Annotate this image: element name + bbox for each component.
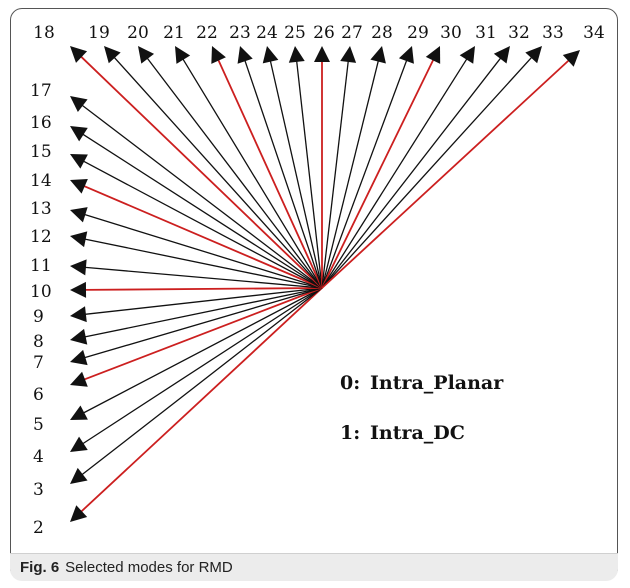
mode-arrow-34: [322, 59, 570, 288]
mode-label-31: 31: [475, 23, 497, 43]
mode-arrowhead-25: [289, 46, 305, 63]
mode-label-2: 2: [33, 518, 44, 538]
mode-arrows: [70, 46, 580, 522]
mode-label-5: 5: [33, 415, 44, 435]
mode-arrowhead-13: [70, 207, 88, 222]
mode-label-10: 10: [30, 282, 52, 302]
mode-label-28: 28: [371, 23, 393, 43]
mode-arrowhead-32: [494, 46, 510, 64]
mode-arrow-30: [322, 59, 434, 288]
mode-label-30: 30: [440, 23, 462, 43]
mode-arrowhead-8: [70, 329, 87, 345]
mode-label-14: 14: [30, 171, 52, 191]
mode-arrow-8: [84, 288, 322, 337]
mode-arrowhead-21: [175, 46, 190, 64]
mode-arrowhead-28: [370, 46, 386, 63]
legend-dc-name: Intra_DC: [370, 422, 465, 444]
mode-label-33: 33: [542, 23, 564, 43]
mode-arrow-25: [297, 60, 322, 288]
mode-arrow-17: [81, 104, 322, 288]
mode-label-25: 25: [284, 23, 306, 43]
mode-label-22: 22: [196, 23, 218, 43]
mode-label-19: 19: [88, 23, 110, 43]
mode-arrowhead-9: [70, 306, 87, 322]
mode-label-13: 13: [30, 199, 52, 219]
legend-dc-number: 1:: [340, 422, 360, 444]
mode-arrowhead-7: [70, 350, 88, 365]
mode-arrowhead-19: [104, 46, 121, 63]
mode-arrowhead-23: [238, 46, 253, 64]
mode-label-3: 3: [33, 480, 44, 500]
mode-arrowhead-31: [460, 46, 475, 64]
mode-label-21: 21: [163, 23, 185, 43]
mode-label-34: 34: [583, 23, 605, 43]
mode-label-7: 7: [33, 353, 44, 373]
mode-arrowhead-11: [70, 259, 87, 275]
mode-label-24: 24: [256, 23, 278, 43]
mode-arrowhead-26: [314, 46, 330, 62]
legend-planar-number: 0:: [340, 372, 360, 394]
mode-arrowhead-15: [70, 154, 88, 169]
mode-arrow-33: [322, 56, 533, 288]
mode-arrowhead-3: [70, 468, 88, 484]
mode-label-32: 32: [508, 23, 530, 43]
mode-arrow-7: [83, 288, 322, 358]
mode-arrow-32: [322, 57, 501, 288]
mode-arrow-12: [84, 239, 322, 288]
mode-label-17: 17: [30, 81, 52, 101]
mode-arrow-19: [113, 56, 322, 288]
mode-arrow-28: [322, 60, 379, 288]
legend-planar-name: Intra_Planar: [370, 372, 504, 394]
mode-label-29: 29: [407, 23, 429, 43]
mode-arrowhead-27: [340, 46, 356, 63]
mode-label-12: 12: [30, 227, 52, 247]
mode-arrow-2: [80, 288, 322, 512]
mode-label-15: 15: [30, 142, 52, 162]
mode-label-26: 26: [313, 23, 335, 43]
mode-arrowhead-10: [70, 282, 86, 298]
mode-label-4: 4: [33, 447, 44, 467]
figure-caption: Fig. 6 Selected modes for RMD: [10, 553, 618, 581]
mode-arrowhead-17: [70, 96, 88, 112]
mode-arrow-3: [81, 288, 322, 475]
mode-arrowhead-24: [263, 46, 279, 63]
mode-label-20: 20: [127, 23, 149, 43]
legend: 0: Intra_Planar 1: Intra_DC: [340, 372, 504, 444]
caption-text: Selected modes for RMD: [65, 559, 233, 576]
mode-label-9: 9: [33, 307, 44, 327]
mode-arrowhead-12: [70, 231, 87, 247]
caption-label: Fig. 6: [20, 559, 59, 576]
mode-label-18: 18: [33, 23, 55, 43]
mode-arrowhead-4: [70, 437, 88, 452]
mode-arrow-10: [84, 288, 322, 290]
mode-arrow-22: [218, 59, 322, 288]
mode-label-6: 6: [33, 385, 44, 405]
mode-arrowhead-16: [70, 126, 88, 141]
mode-arrow-18: [80, 56, 322, 288]
mode-label-8: 8: [33, 332, 44, 352]
mode-arrowhead-20: [138, 46, 154, 64]
mode-label-11: 11: [30, 256, 52, 276]
mode-label-16: 16: [30, 113, 52, 133]
mode-arrow-14: [83, 186, 322, 288]
mode-arrow-5: [82, 288, 322, 414]
mode-label-23: 23: [229, 23, 251, 43]
mode-label-27: 27: [341, 23, 363, 43]
